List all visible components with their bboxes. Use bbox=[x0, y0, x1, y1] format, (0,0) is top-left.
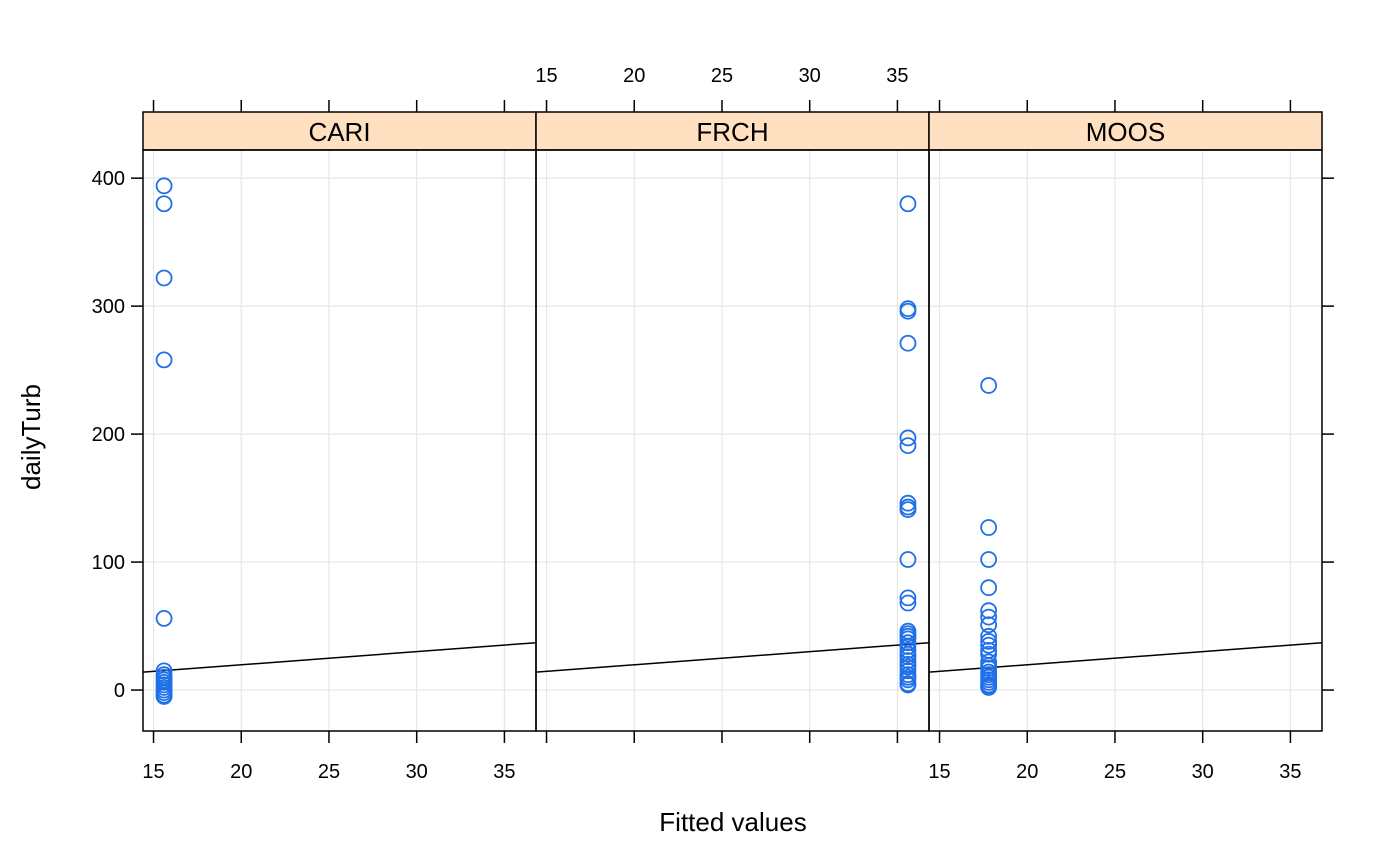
x-tick-label-top: 35 bbox=[886, 65, 908, 87]
x-tick-label-top: 30 bbox=[799, 65, 821, 87]
data-point bbox=[899, 648, 917, 666]
data-point bbox=[899, 652, 917, 670]
y-tick-label: 0 bbox=[114, 680, 125, 702]
x-tick-label-top: 15 bbox=[535, 65, 557, 87]
data-point bbox=[899, 641, 917, 659]
x-tick-label-bottom: 25 bbox=[1104, 761, 1126, 783]
data-point bbox=[155, 662, 173, 680]
x-tick-label-bottom: 15 bbox=[142, 761, 164, 783]
fit-line-frch bbox=[535, 641, 930, 673]
data-point bbox=[899, 494, 917, 512]
data-point bbox=[899, 302, 917, 320]
data-point bbox=[980, 616, 998, 634]
x-tick-label-top: 25 bbox=[711, 65, 733, 87]
data-point bbox=[899, 589, 917, 607]
data-point bbox=[155, 351, 173, 369]
x-tick-label-bottom: 15 bbox=[928, 761, 950, 783]
panel-frame-frch bbox=[535, 149, 930, 732]
data-point bbox=[899, 429, 917, 447]
y-axis-title: dailyTurb bbox=[16, 384, 46, 490]
data-point bbox=[899, 195, 917, 213]
fit-line-cari bbox=[142, 641, 537, 673]
panel-frame-moos bbox=[928, 149, 1323, 732]
x-tick-label-bottom: 20 bbox=[230, 761, 252, 783]
x-tick-label-bottom: 30 bbox=[1192, 761, 1214, 783]
data-point bbox=[980, 579, 998, 597]
frame-layer: CARI FRCH MOOS bbox=[142, 111, 1323, 732]
data-point bbox=[899, 334, 917, 352]
x-tick-label-bottom: 20 bbox=[1016, 761, 1038, 783]
marks-layer bbox=[142, 177, 1323, 705]
strip-label-moos: MOOS bbox=[1086, 117, 1165, 147]
x-tick-label-top: 20 bbox=[623, 65, 645, 87]
data-point bbox=[980, 627, 998, 645]
data-point bbox=[899, 437, 917, 455]
strip-label-frch: FRCH bbox=[696, 117, 768, 147]
data-point bbox=[980, 551, 998, 568]
grid-layer bbox=[143, 150, 1322, 731]
strip-cari bbox=[142, 111, 537, 151]
y-tick-label: 200 bbox=[92, 424, 125, 446]
data-point bbox=[899, 671, 917, 689]
data-point bbox=[980, 377, 998, 394]
y-tick-label: 400 bbox=[92, 168, 125, 190]
x-tick-label-bottom: 35 bbox=[493, 761, 515, 783]
y-tick-label: 100 bbox=[92, 552, 125, 574]
data-point bbox=[899, 501, 917, 519]
data-point bbox=[899, 676, 917, 694]
x-axis-title: Fitted values bbox=[659, 807, 806, 837]
axis-layer: 15 20 25 30 35 15 20 25 30 35 15 20 25 30 35 0 100 200 300… bbox=[92, 65, 1334, 783]
x-tick-label-bottom: 30 bbox=[406, 761, 428, 783]
data-point bbox=[155, 609, 173, 627]
data-point bbox=[980, 602, 998, 620]
data-point bbox=[980, 636, 998, 654]
panel-frame-cari bbox=[142, 149, 537, 732]
x-tick-label-bottom: 35 bbox=[1279, 761, 1301, 783]
data-point bbox=[980, 679, 998, 696]
data-point bbox=[899, 662, 917, 680]
data-point bbox=[980, 633, 998, 650]
data-point bbox=[980, 519, 998, 536]
data-point bbox=[980, 645, 998, 663]
data-point bbox=[980, 659, 998, 677]
x-tick-label-bottom: 25 bbox=[318, 761, 340, 783]
data-point bbox=[899, 634, 917, 652]
data-point bbox=[155, 688, 173, 705]
strip-label-cari: CARI bbox=[308, 117, 370, 147]
data-point bbox=[155, 177, 173, 195]
data-point bbox=[899, 658, 917, 676]
data-point bbox=[980, 608, 998, 626]
strip-moos bbox=[928, 111, 1323, 151]
data-point bbox=[899, 551, 917, 568]
data-point bbox=[155, 269, 173, 287]
strip-frch bbox=[535, 111, 930, 151]
data-point bbox=[155, 195, 173, 213]
y-tick-label: 300 bbox=[92, 296, 125, 318]
data-point bbox=[899, 594, 917, 612]
data-point bbox=[899, 638, 917, 655]
